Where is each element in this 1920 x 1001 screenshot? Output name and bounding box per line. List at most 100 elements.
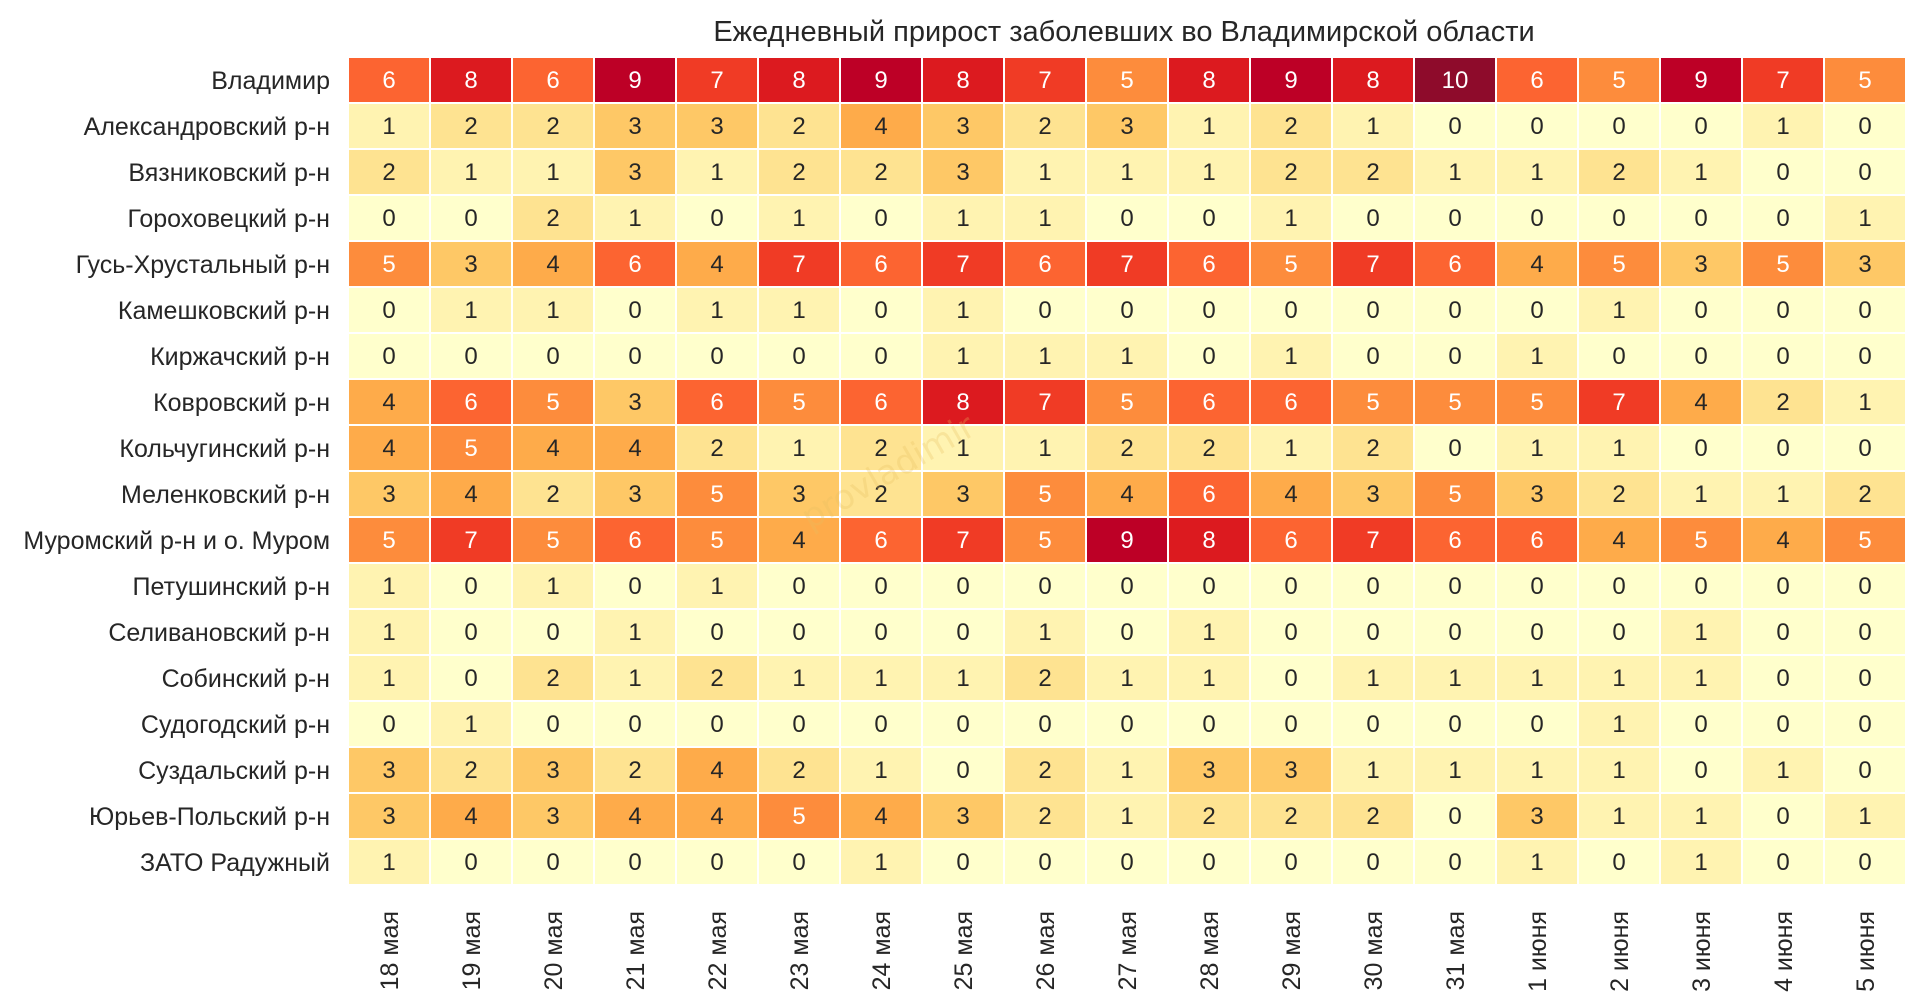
cell-value-label: 2 bbox=[1366, 803, 1379, 830]
heatmap-cell bbox=[1331, 746, 1415, 794]
cell-value-label: 1 bbox=[1120, 803, 1133, 830]
heatmap-cell bbox=[1249, 792, 1333, 840]
cell-value-label: 1 bbox=[956, 205, 969, 232]
cell-value-label: 0 bbox=[1202, 297, 1215, 324]
cell-value-label: 0 bbox=[1120, 711, 1133, 738]
heatmap-cell bbox=[1003, 654, 1087, 702]
heatmap-cell bbox=[1003, 148, 1087, 196]
cell-value-label: 2 bbox=[546, 481, 559, 508]
cell-value-label: 3 bbox=[1366, 481, 1379, 508]
heatmap-cell bbox=[1413, 424, 1497, 472]
cell-value-label: 1 bbox=[1612, 435, 1625, 462]
cell-value-label: 2 bbox=[1202, 803, 1215, 830]
cell-value-label: 1 bbox=[628, 619, 641, 646]
heatmap-cell bbox=[757, 700, 841, 748]
cell-value-label: 0 bbox=[1694, 573, 1707, 600]
cell-value-label: 1 bbox=[546, 297, 559, 324]
cell-value-label: 0 bbox=[1694, 297, 1707, 324]
cell-value-label: 9 bbox=[1694, 67, 1707, 94]
cell-value-label: 0 bbox=[1120, 205, 1133, 232]
heatmap-cell bbox=[921, 102, 1005, 150]
cell-value-label: 5 bbox=[1448, 481, 1461, 508]
cell-value-label: 6 bbox=[1202, 251, 1215, 278]
cell-value-label: 0 bbox=[1366, 619, 1379, 646]
cell-value-label: 7 bbox=[1038, 67, 1051, 94]
heatmap-cell bbox=[921, 838, 1005, 886]
cell-value-label: 0 bbox=[956, 711, 969, 738]
cell-value-label: 0 bbox=[628, 711, 641, 738]
cell-value-label: 1 bbox=[546, 573, 559, 600]
heatmap-cell bbox=[1167, 470, 1251, 518]
cell-value-label: 0 bbox=[710, 619, 723, 646]
heatmap-cell bbox=[1249, 240, 1333, 288]
heatmap-cell bbox=[757, 608, 841, 656]
heatmap-cell bbox=[1331, 286, 1415, 334]
heatmap-cell bbox=[921, 148, 1005, 196]
heatmap-cell bbox=[1577, 194, 1661, 242]
cell-value-label: 0 bbox=[382, 297, 395, 324]
heatmap-cell bbox=[1167, 746, 1251, 794]
cell-value-label: 0 bbox=[1366, 343, 1379, 370]
cell-value-label: 1 bbox=[874, 757, 887, 784]
column-label: 4 июня bbox=[1770, 911, 1798, 992]
cell-value-label: 0 bbox=[1284, 619, 1297, 646]
cell-value-label: 0 bbox=[792, 619, 805, 646]
cell-value-label: 1 bbox=[628, 205, 641, 232]
heatmap-cell bbox=[1823, 424, 1907, 472]
heatmap-cell bbox=[1741, 516, 1825, 564]
row-label: Меленковский р-н bbox=[121, 481, 330, 509]
cell-value-label: 1 bbox=[1038, 205, 1051, 232]
heatmap-cell bbox=[593, 194, 677, 242]
cell-value-label: 6 bbox=[874, 251, 887, 278]
row-label: Судогодский р-н bbox=[141, 711, 330, 739]
cell-value-label: 0 bbox=[1858, 619, 1871, 646]
cell-value-label: 0 bbox=[874, 205, 887, 232]
cell-value-label: 6 bbox=[1284, 527, 1297, 554]
heatmap-cell bbox=[347, 562, 431, 610]
heatmap-cell bbox=[593, 102, 677, 150]
cell-value-label: 2 bbox=[1284, 159, 1297, 186]
cell-value-label: 6 bbox=[464, 389, 477, 416]
cell-value-label: 1 bbox=[1858, 389, 1871, 416]
cell-value-label: 0 bbox=[1612, 849, 1625, 876]
column-label: 31 мая bbox=[1442, 911, 1470, 990]
cell-value-label: 0 bbox=[1612, 113, 1625, 140]
cell-value-label: 2 bbox=[628, 757, 641, 784]
cell-value-label: 4 bbox=[874, 803, 887, 830]
heatmap-cell bbox=[1003, 378, 1087, 426]
cell-value-label: 0 bbox=[1612, 619, 1625, 646]
cell-value-label: 3 bbox=[546, 757, 559, 784]
cell-value-label: 4 bbox=[1776, 527, 1789, 554]
cell-value-label: 1 bbox=[956, 435, 969, 462]
cell-value-label: 1 bbox=[1858, 803, 1871, 830]
heatmap-cell bbox=[1659, 56, 1743, 104]
heatmap-cell bbox=[429, 562, 513, 610]
cell-value-label: 0 bbox=[1858, 573, 1871, 600]
heatmap-cell bbox=[1659, 516, 1743, 564]
cell-value-label: 1 bbox=[1530, 849, 1543, 876]
cell-value-label: 1 bbox=[1530, 159, 1543, 186]
cell-value-label: 1 bbox=[792, 435, 805, 462]
cell-value-label: 2 bbox=[1284, 113, 1297, 140]
column-label: 20 мая bbox=[540, 911, 568, 990]
heatmap-cell bbox=[1741, 838, 1825, 886]
cell-value-label: 1 bbox=[1530, 665, 1543, 692]
cell-value-label: 5 bbox=[1858, 527, 1871, 554]
heatmap-cell bbox=[1413, 746, 1497, 794]
cell-value-label: 1 bbox=[1038, 343, 1051, 370]
cell-value-label: 0 bbox=[1530, 619, 1543, 646]
cell-value-label: 2 bbox=[792, 757, 805, 784]
heatmap-cell bbox=[1577, 838, 1661, 886]
heatmap-cell bbox=[1741, 102, 1825, 150]
heatmap-cell bbox=[757, 240, 841, 288]
cell-value-label: 3 bbox=[1530, 803, 1543, 830]
cell-value-label: 0 bbox=[1202, 573, 1215, 600]
cell-value-label: 7 bbox=[1366, 251, 1379, 278]
cell-value-label: 4 bbox=[710, 803, 723, 830]
heatmap-cell bbox=[1577, 470, 1661, 518]
heatmap-cell bbox=[921, 608, 1005, 656]
heatmap-cell bbox=[921, 332, 1005, 380]
heatmap-cell bbox=[1741, 470, 1825, 518]
heatmap-cell bbox=[1003, 562, 1087, 610]
cell-value-label: 0 bbox=[1776, 205, 1789, 232]
